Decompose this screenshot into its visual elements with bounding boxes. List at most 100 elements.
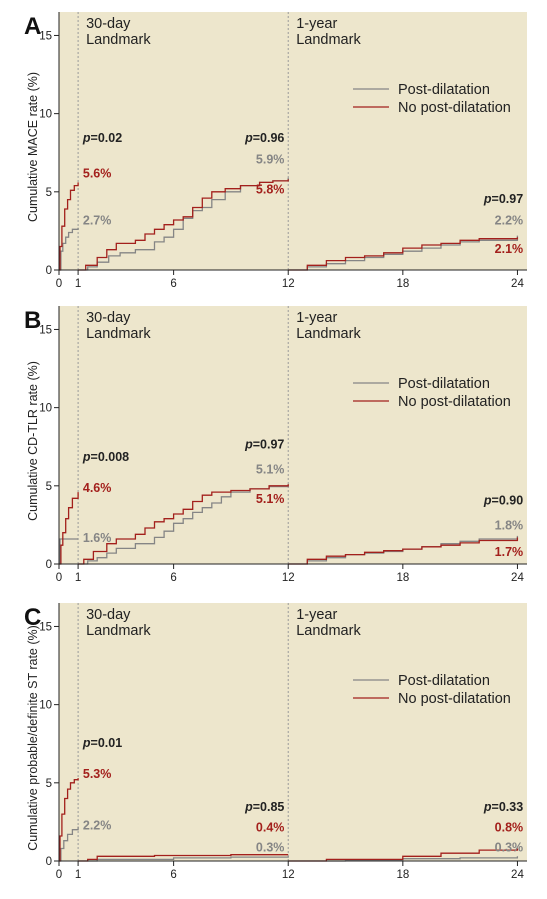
landmark-label: 30-day xyxy=(86,310,131,326)
rate-label: 4.6% xyxy=(83,481,112,495)
landmark-label: Landmark xyxy=(86,623,151,639)
p-value-label: p=0.97 xyxy=(244,437,284,451)
no-post-dilatation-curve xyxy=(59,492,79,565)
post-dilatation-curve xyxy=(59,227,79,271)
landmark-label: 30-day xyxy=(86,607,131,623)
y-tick-label: 15 xyxy=(39,324,52,336)
landmark-label: Landmark xyxy=(86,32,151,48)
x-tick-label: 0 xyxy=(56,572,62,584)
y-tick-label: 15 xyxy=(39,30,52,42)
panel-letter: A xyxy=(24,13,41,40)
rate-label: 0.3% xyxy=(495,841,524,855)
x-tick-label: 12 xyxy=(282,572,295,584)
plot-background xyxy=(59,306,527,564)
y-axis-label: Cumulative probable/definite ST rate (%) xyxy=(26,625,40,851)
landmark-label: Landmark xyxy=(296,32,361,48)
panel-letter: C xyxy=(24,604,41,631)
p-value-label: p=0.97 xyxy=(483,192,523,206)
p-value-label: p=0.96 xyxy=(244,131,284,145)
legend-label-nopost: No post-dilatation xyxy=(398,100,511,116)
landmark-label: Landmark xyxy=(86,326,151,342)
no-post-dilatation-curve xyxy=(288,537,519,565)
landmark-label: 1-year xyxy=(296,16,337,32)
y-axis-label: Cumulative MACE rate (%) xyxy=(26,72,40,222)
rate-label: 5.9% xyxy=(256,153,285,167)
x-tick-label: 6 xyxy=(170,572,176,584)
legend-label-nopost: No post-dilatation xyxy=(398,394,511,410)
no-post-dilatation-curve xyxy=(288,848,519,862)
x-tick-label: 6 xyxy=(170,869,176,881)
legend-label-post: Post-dilatation xyxy=(398,673,490,689)
x-tick-label: 18 xyxy=(396,572,409,584)
legend-label-post: Post-dilatation xyxy=(398,82,490,98)
rate-label: 5.1% xyxy=(256,462,285,476)
x-tick-label: 0 xyxy=(56,869,62,881)
rate-label: 5.3% xyxy=(83,767,112,781)
y-tick-label: 10 xyxy=(39,109,52,121)
x-tick-label: 24 xyxy=(511,278,524,290)
p-value-label: p=0.02 xyxy=(82,131,122,145)
panel-letter: B xyxy=(24,307,41,334)
y-tick-label: 15 xyxy=(39,621,52,633)
plot-background xyxy=(59,603,527,861)
x-tick-label: 12 xyxy=(282,278,295,290)
x-tick-label: 6 xyxy=(170,278,176,290)
y-tick-label: 5 xyxy=(46,187,52,199)
rate-label: 1.7% xyxy=(495,545,524,559)
no-post-dilatation-curve xyxy=(78,179,289,271)
rate-label: 0.4% xyxy=(256,820,285,834)
rate-label: 5.1% xyxy=(256,492,285,506)
landmark-label: Landmark xyxy=(296,623,361,639)
y-tick-label: 5 xyxy=(46,481,52,493)
rate-label: 1.8% xyxy=(495,519,524,533)
y-tick-label: 0 xyxy=(46,265,52,277)
rate-label: 1.6% xyxy=(83,531,112,545)
p-value-label: p=0.33 xyxy=(483,800,523,814)
x-tick-label: 18 xyxy=(396,278,409,290)
rate-label: 0.8% xyxy=(495,820,524,834)
y-axis-label: Cumulative CD-TLR rate (%) xyxy=(26,361,40,521)
y-tick-label: 10 xyxy=(39,700,52,712)
post-dilatation-curve xyxy=(59,826,79,862)
landmark-label: 1-year xyxy=(296,607,337,623)
p-value-label: p=0.85 xyxy=(244,800,284,814)
legend-label-post: Post-dilatation xyxy=(398,376,490,392)
no-post-dilatation-curve xyxy=(78,854,289,862)
x-tick-label: 1 xyxy=(75,278,81,290)
x-tick-label: 18 xyxy=(396,869,409,881)
rate-label: 5.6% xyxy=(83,167,112,181)
landmark-label: Landmark xyxy=(296,326,361,342)
rate-label: 2.7% xyxy=(83,214,112,228)
p-value-label: p=0.008 xyxy=(82,450,129,464)
y-tick-label: 0 xyxy=(46,856,52,868)
legend-label-nopost: No post-dilatation xyxy=(398,691,511,707)
y-tick-label: 10 xyxy=(39,403,52,415)
x-tick-label: 1 xyxy=(75,572,81,584)
post-dilatation-curve xyxy=(78,856,289,862)
x-tick-label: 0 xyxy=(56,278,62,290)
no-post-dilatation-curve xyxy=(288,237,519,271)
rate-label: 2.2% xyxy=(83,819,112,833)
rate-label: 2.2% xyxy=(495,214,524,228)
rate-label: 2.1% xyxy=(495,242,524,256)
landmark-label: 30-day xyxy=(86,16,131,32)
post-dilatation-curve xyxy=(78,484,289,565)
landmark-label: 1-year xyxy=(296,310,337,326)
rate-label: 5.8% xyxy=(256,182,285,196)
y-tick-label: 5 xyxy=(46,778,52,790)
x-tick-label: 1 xyxy=(75,869,81,881)
x-tick-label: 24 xyxy=(511,572,524,584)
no-post-dilatation-curve xyxy=(78,484,289,565)
plot-background xyxy=(59,12,527,270)
no-post-dilatation-curve xyxy=(59,778,79,862)
x-tick-label: 12 xyxy=(282,869,295,881)
no-post-dilatation-curve xyxy=(59,182,79,271)
p-value-label: p=0.90 xyxy=(483,494,523,508)
y-tick-label: 0 xyxy=(46,559,52,571)
x-tick-label: 24 xyxy=(511,869,524,881)
